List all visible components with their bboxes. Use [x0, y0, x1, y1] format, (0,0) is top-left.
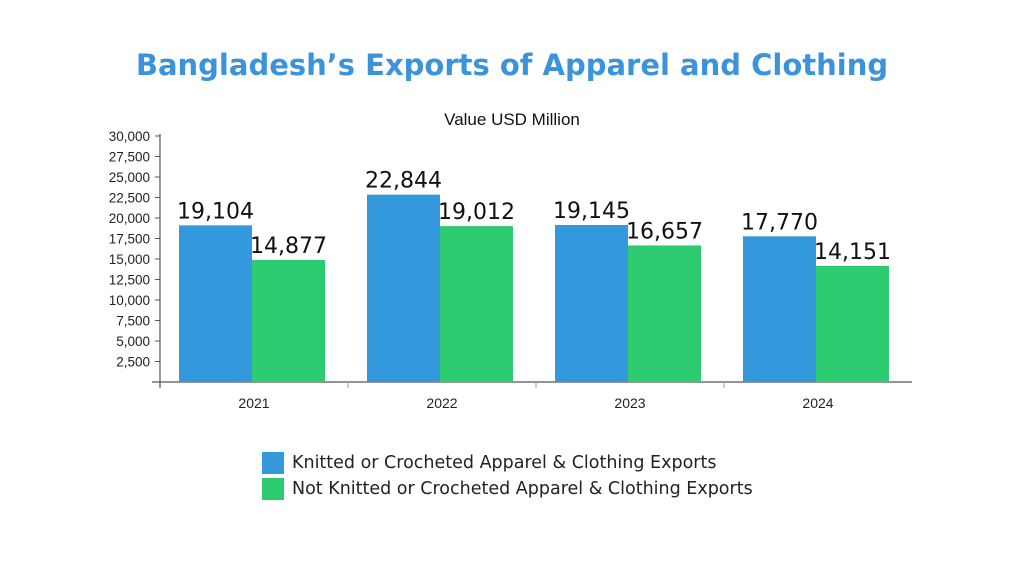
y-tick-label: 7,500	[116, 314, 150, 329]
x-tick-label: 2024	[802, 395, 833, 411]
bar	[628, 245, 701, 382]
bar-value-label: 19,145	[553, 199, 630, 224]
y-tick-label: 12,500	[109, 273, 150, 288]
chart-subtitle: Value USD Million	[444, 110, 580, 129]
bar	[252, 260, 325, 382]
legend-label-knitted: Knitted or Crocheted Apparel & Clothing …	[292, 453, 717, 473]
bar	[816, 265, 889, 382]
x-tick-label: 2021	[238, 395, 269, 411]
y-tick-label: 27,500	[109, 150, 150, 165]
y-tick-label: 17,500	[109, 232, 150, 247]
legend-item-not-knitted: Not Knitted or Crocheted Apparel & Cloth…	[262, 476, 753, 502]
bar-value-label: 22,844	[365, 169, 442, 194]
y-tick-label: 5,000	[116, 334, 150, 349]
bar-value-label: 16,657	[626, 219, 703, 244]
x-tick-label: 2022	[426, 395, 457, 411]
y-tick-label: 2,500	[116, 355, 150, 370]
bar	[555, 225, 628, 382]
bar-value-label: 14,151	[814, 240, 891, 265]
bar	[179, 225, 252, 382]
y-tick-label: 30,000	[109, 129, 150, 144]
bar-value-label: 19,012	[438, 200, 515, 225]
y-tick-label: 20,000	[109, 211, 150, 226]
bar-value-label: 14,877	[250, 234, 327, 259]
bar	[440, 226, 513, 382]
legend-swatch-knitted	[262, 452, 284, 474]
x-tick-label: 2023	[614, 395, 645, 411]
legend-item-knitted: Knitted or Crocheted Apparel & Clothing …	[262, 450, 753, 476]
chart-title: Bangladesh’s Exports of Apparel and Clot…	[135, 48, 889, 82]
bar-value-label: 17,770	[741, 210, 818, 235]
y-tick-label: 25,000	[109, 170, 150, 185]
legend-label-not-knitted: Not Knitted or Crocheted Apparel & Cloth…	[292, 479, 753, 499]
y-tick-label: 10,000	[109, 293, 150, 308]
legend-swatch-not-knitted	[262, 478, 284, 500]
bar	[743, 236, 816, 382]
y-tick-label: 22,500	[109, 191, 150, 206]
legend: Knitted or Crocheted Apparel & Clothing …	[262, 450, 753, 502]
bar	[367, 194, 440, 382]
bar-value-label: 19,104	[177, 199, 254, 224]
y-tick-label: 15,000	[109, 252, 150, 267]
